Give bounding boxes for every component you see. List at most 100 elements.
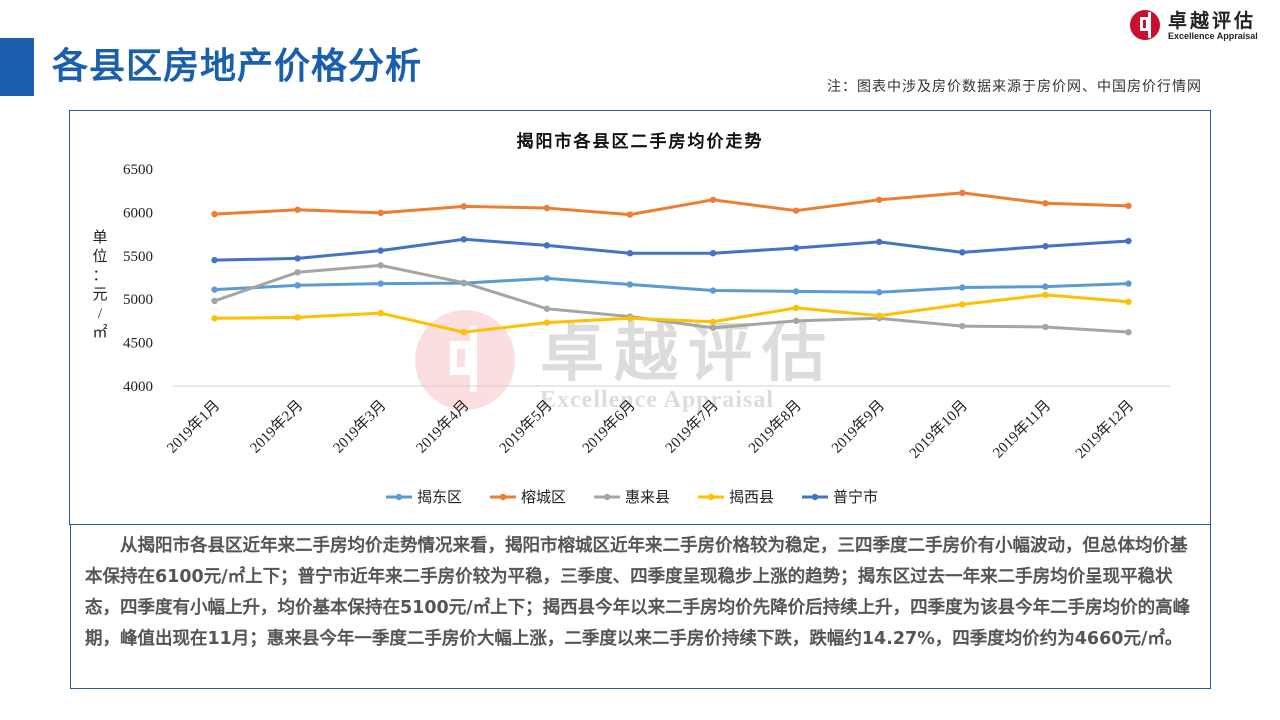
data-point bbox=[876, 289, 883, 296]
data-point bbox=[626, 249, 634, 257]
data-point bbox=[959, 249, 966, 256]
x-tick-label: 2019年1月 bbox=[164, 397, 224, 457]
data-point bbox=[294, 206, 301, 213]
data-point bbox=[377, 280, 384, 287]
data-point bbox=[1042, 243, 1049, 250]
data-point bbox=[709, 287, 717, 294]
legend-label: 普宁市 bbox=[833, 489, 878, 506]
chart-panel: 揭阳市各县区二手房均价走势 卓越评估 Excellence Appraisal … bbox=[69, 110, 1211, 525]
data-point bbox=[1125, 237, 1132, 245]
x-tick-label: 2019年3月 bbox=[330, 397, 390, 457]
x-tick-label: 2019年9月 bbox=[828, 397, 888, 457]
data-point bbox=[211, 210, 218, 218]
data-point bbox=[792, 317, 800, 325]
x-tick-label: 2019年11月 bbox=[990, 397, 1055, 462]
data-point bbox=[876, 238, 883, 246]
legend-item: 榕城区 bbox=[490, 489, 566, 506]
y-tick-label: 5500 bbox=[123, 249, 153, 265]
data-point bbox=[377, 262, 384, 269]
series-4 bbox=[211, 236, 1132, 264]
legend-label: 揭西县 bbox=[729, 489, 774, 506]
data-point bbox=[709, 249, 717, 257]
series-1 bbox=[211, 189, 1132, 218]
data-point bbox=[876, 196, 883, 204]
series-0 bbox=[211, 275, 1132, 296]
data-point bbox=[1125, 298, 1132, 306]
legend-item: 揭西县 bbox=[698, 489, 774, 506]
y-tick-label: 5000 bbox=[123, 292, 153, 308]
page-title: 各县区房地产价格分析 bbox=[52, 46, 423, 87]
data-point bbox=[1042, 283, 1049, 290]
analysis-text: 从揭阳市各县区近年来二手房均价走势情况来看，揭阳市榕城区近年来二手房价格较为稳定… bbox=[85, 536, 1191, 649]
legend-marker bbox=[395, 493, 403, 501]
data-point bbox=[460, 328, 467, 336]
data-point bbox=[709, 324, 717, 332]
data-point bbox=[959, 322, 966, 330]
data-point bbox=[211, 297, 218, 305]
legend-marker bbox=[603, 493, 611, 501]
y-axis-label: 单位：元/㎡ bbox=[92, 229, 107, 341]
legend-label: 榕城区 bbox=[521, 489, 566, 506]
data-point bbox=[460, 279, 467, 286]
series-line bbox=[214, 293, 1129, 334]
y-tick-label: 6000 bbox=[123, 205, 153, 221]
x-tick-label: 2019年5月 bbox=[496, 397, 556, 457]
data-point bbox=[543, 275, 551, 282]
data-point bbox=[1125, 328, 1132, 336]
legend-item: 惠来县 bbox=[594, 489, 670, 506]
title-accent-bar bbox=[0, 38, 34, 96]
series-line bbox=[214, 263, 1129, 334]
data-point bbox=[792, 288, 800, 295]
series-lines bbox=[211, 189, 1132, 336]
data-source-note: 注：图表中涉及房价数据来源于房价网、中国房价行情网 bbox=[827, 79, 1202, 95]
x-tick-label: 2019年12月 bbox=[1072, 397, 1137, 462]
analysis-panel: 从揭阳市各县区近年来二手房均价走势情况来看，揭阳市榕城区近年来二手房价格较为稳定… bbox=[70, 524, 1211, 689]
data-point bbox=[543, 305, 551, 312]
data-point bbox=[1042, 323, 1049, 331]
series-line bbox=[214, 191, 1129, 217]
data-point bbox=[626, 281, 634, 288]
data-point bbox=[377, 247, 384, 254]
logo-name: 卓越评估 bbox=[1168, 10, 1257, 32]
series-line bbox=[214, 276, 1129, 294]
data-point bbox=[377, 209, 384, 217]
y-tick-label: 4500 bbox=[123, 336, 153, 352]
data-point bbox=[959, 301, 966, 308]
data-point bbox=[543, 319, 551, 326]
chart-title: 揭阳市各县区二手房均价走势 bbox=[516, 132, 764, 152]
data-point bbox=[211, 286, 218, 293]
y-tick-label: 4000 bbox=[123, 379, 153, 395]
data-point bbox=[294, 314, 301, 321]
data-point bbox=[792, 304, 800, 312]
data-point bbox=[1042, 200, 1049, 207]
data-point bbox=[709, 318, 717, 325]
data-point bbox=[1125, 280, 1132, 287]
data-point bbox=[543, 204, 551, 212]
line-chart: 卓越评估 Excellence Appraisal 4000 4500 5000 55… bbox=[92, 162, 1170, 506]
legend-label: 揭东区 bbox=[417, 489, 462, 506]
legend-marker bbox=[499, 493, 507, 501]
data-point bbox=[294, 269, 301, 276]
data-point bbox=[377, 309, 384, 317]
company-logo bbox=[1130, 10, 1160, 40]
data-point bbox=[1125, 202, 1132, 210]
data-point bbox=[1042, 291, 1049, 299]
data-point bbox=[211, 256, 218, 264]
data-point bbox=[294, 282, 301, 289]
watermark-name: 卓越评估 bbox=[540, 318, 836, 389]
data-point bbox=[959, 189, 966, 197]
data-point bbox=[626, 211, 634, 218]
legend-item: 普宁市 bbox=[802, 489, 878, 506]
x-tick-label: 2019年4月 bbox=[413, 397, 473, 457]
data-point bbox=[959, 284, 966, 291]
data-point bbox=[460, 203, 467, 210]
legend-marker bbox=[707, 493, 715, 501]
data-point bbox=[460, 236, 467, 243]
watermark-sub: Excellence Appraisal bbox=[540, 387, 774, 413]
x-tick-label: 2019年2月 bbox=[247, 397, 307, 457]
data-point bbox=[792, 207, 800, 214]
data-point bbox=[792, 244, 800, 252]
y-axis: 4000 4500 5000 5500 6000 6500 bbox=[123, 162, 153, 395]
legend-marker bbox=[811, 493, 819, 501]
series-3 bbox=[211, 291, 1132, 336]
